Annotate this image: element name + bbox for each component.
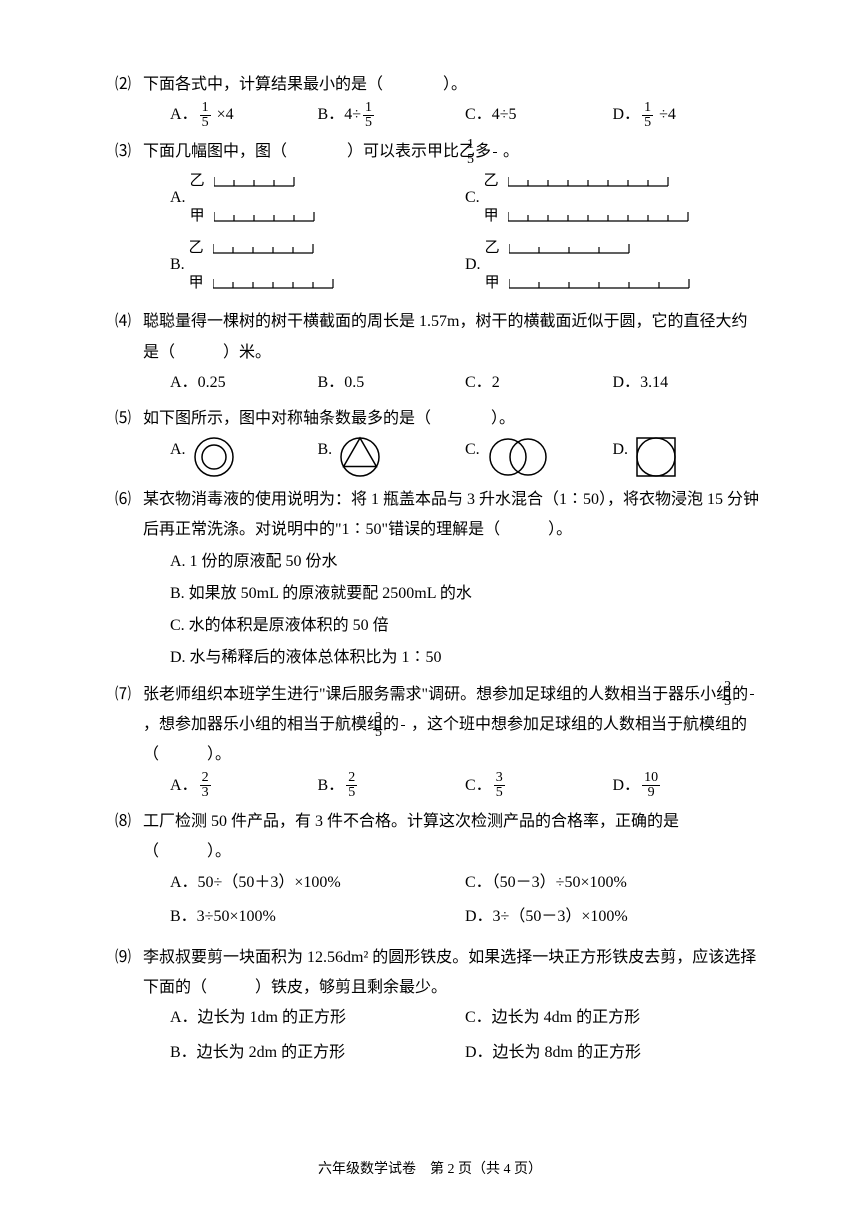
q8-option-c: C．（50－3）÷50×100% (465, 868, 760, 898)
q8-option-d: D．3÷（50－3）×100% (465, 902, 760, 932)
q5-option-c: C. (465, 435, 613, 479)
q8-stem: ⑻工厂检测 50 件产品，有 3 件不合格。计算这次检测产品的合格率，正确的是（… (115, 807, 760, 868)
q3-option-c: C. 乙 甲 (465, 167, 760, 230)
overlapping-circles-icon (486, 435, 550, 479)
q6-option-c: C. 水的体积是原液体积的 50 倍 (170, 610, 760, 642)
q3-ruler-a: 乙 甲 (190, 167, 329, 230)
q5-option-d: D. (613, 435, 761, 479)
question-9: ⑼李叔叔要剪一块面积为 12.56dm² 的圆形铁皮。如果选择一块正方形铁皮去剪… (115, 943, 760, 1073)
q7-stem: ⑺张老师组织本班学生进行"课后服务需求"调研。想参加足球组的人数相当于器乐小组的… (115, 680, 760, 771)
q2-option-d: D．15 ÷4 (613, 100, 761, 130)
q3-ruler-b: 乙 甲 (189, 234, 348, 297)
q9-number: ⑼ (115, 943, 143, 973)
q4-option-d: D．3.14 (613, 368, 761, 398)
question-2: ⑵下面各式中，计算结果最小的是（）。 A．15 ×4 B．4÷15 C．4÷5 … (115, 70, 760, 131)
q2-option-b: B．4÷15 (318, 100, 466, 130)
q3-ruler-c: 乙 甲 (484, 167, 703, 230)
q6-options: A. 1 份的原液配 50 份水 B. 如果放 50mL 的原液就要配 2500… (115, 546, 760, 674)
q7-option-d: D．109 (613, 771, 761, 801)
q8-options: A．50÷（50＋3）×100% C．（50－3）÷50×100% B．3÷50… (115, 868, 760, 937)
q5-option-b: B. (318, 435, 466, 479)
page-footer: 六年级数学试卷 第 2 页（共 4 页） (0, 1157, 860, 1184)
q5-number: ⑸ (115, 404, 143, 434)
q2-option-c: C．4÷5 (465, 100, 613, 130)
q8-number: ⑻ (115, 807, 143, 837)
q5-stem: ⑸如下图所示，图中对称轴条数最多的是（）。 (115, 404, 760, 434)
q3-option-a: A. 乙 甲 (170, 167, 465, 230)
q7-option-c: C．35 (465, 771, 613, 801)
q3-stem: ⑶下面几幅图中，图（）可以表示甲比乙多15 。 (115, 137, 760, 167)
q5-options: A. B. C. D. (115, 435, 760, 479)
q2-number: ⑵ (115, 70, 143, 100)
square-circle-icon (634, 435, 678, 479)
q6-option-d: D. 水与稀释后的液体总体积比为 1∶50 (170, 642, 760, 674)
q7-option-a: A．23 (170, 771, 318, 801)
q6-option-a: A. 1 份的原液配 50 份水 (170, 546, 760, 578)
q3-option-d: D. 乙 甲 (465, 234, 760, 297)
q7-options: A．23 B．25 C．35 D．109 (115, 771, 760, 801)
q9-option-b: B．边长为 2dm 的正方形 (170, 1038, 465, 1068)
q6-option-b: B. 如果放 50mL 的原液就要配 2500mL 的水 (170, 578, 760, 610)
question-5: ⑸如下图所示，图中对称轴条数最多的是（）。 A. B. C. D. (115, 404, 760, 478)
q6-stem: ⑹某衣物消毒液的使用说明为：将 1 瓶盖本品与 3 升水混合（1∶50），将衣物… (115, 485, 760, 546)
q2-options: A．15 ×4 B．4÷15 C．4÷5 D．15 ÷4 (115, 100, 760, 130)
question-7: ⑺张老师组织本班学生进行"课后服务需求"调研。想参加足球组的人数相当于器乐小组的… (115, 680, 760, 802)
q8-option-a: A．50÷（50＋3）×100% (170, 868, 465, 898)
q4-stem: ⑷聪聪量得一棵树的树干横截面的周长是 1.57m，树干的横截面近似于圆，它的直径… (115, 307, 760, 368)
question-4: ⑷聪聪量得一棵树的树干横截面的周长是 1.57m，树干的横截面近似于圆，它的直径… (115, 307, 760, 398)
circle-triangle-icon (338, 435, 382, 479)
q9-option-a: A．边长为 1dm 的正方形 (170, 1003, 465, 1033)
q9-option-c: C．边长为 4dm 的正方形 (465, 1003, 760, 1033)
q3-number: ⑶ (115, 137, 143, 167)
q6-number: ⑹ (115, 485, 143, 515)
q3-ruler-d: 乙 甲 (485, 234, 704, 297)
q7-option-b: B．25 (318, 771, 466, 801)
q2-stem: ⑵下面各式中，计算结果最小的是（）。 (115, 70, 760, 100)
q5-option-a: A. (170, 435, 318, 479)
q8-option-b: B．3÷50×100% (170, 902, 465, 932)
q4-option-c: C．2 (465, 368, 613, 398)
q2-option-a: A．15 ×4 (170, 100, 318, 130)
q7-number: ⑺ (115, 680, 143, 710)
q4-option-a: A．0.25 (170, 368, 318, 398)
q9-option-d: D．边长为 8dm 的正方形 (465, 1038, 760, 1068)
q3-option-b: B. 乙 甲 (170, 234, 465, 297)
q9-options: A．边长为 1dm 的正方形 C．边长为 4dm 的正方形 B．边长为 2dm … (115, 1003, 760, 1072)
question-3: ⑶下面几幅图中，图（）可以表示甲比乙多15 。 A. 乙 甲 C. 乙 甲 B.… (115, 137, 760, 301)
q4-options: A．0.25 B．0.5 C．2 D．3.14 (115, 368, 760, 398)
q4-option-b: B．0.5 (318, 368, 466, 398)
question-8: ⑻工厂检测 50 件产品，有 3 件不合格。计算这次检测产品的合格率，正确的是（… (115, 807, 760, 937)
q3-options: A. 乙 甲 C. 乙 甲 B. 乙 甲 D. 乙 甲 (115, 167, 760, 301)
q9-stem: ⑼李叔叔要剪一块面积为 12.56dm² 的圆形铁皮。如果选择一块正方形铁皮去剪… (115, 943, 760, 1004)
question-6: ⑹某衣物消毒液的使用说明为：将 1 瓶盖本品与 3 升水混合（1∶50），将衣物… (115, 485, 760, 674)
q4-number: ⑷ (115, 307, 143, 337)
concentric-circles-icon (192, 435, 236, 479)
